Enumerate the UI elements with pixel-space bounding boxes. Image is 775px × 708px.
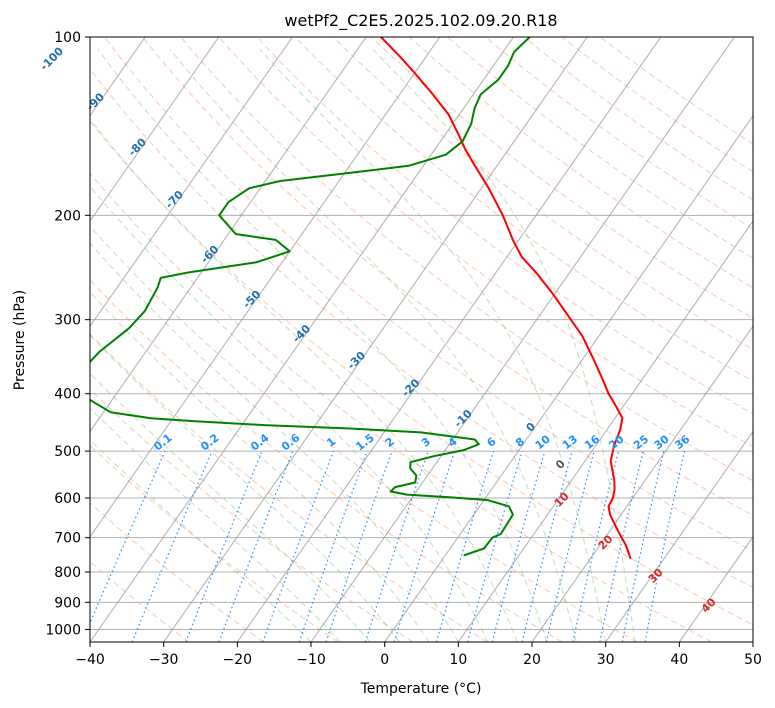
x-tick-label: 40 xyxy=(670,652,688,668)
dry-adiabat-line xyxy=(90,333,488,642)
dry-adiabat-line xyxy=(90,225,638,642)
moist-adiabat-line xyxy=(90,185,489,642)
moist-adiabat-line xyxy=(169,49,577,642)
x-tick-label: 30 xyxy=(597,652,615,668)
mixing-ratio-line xyxy=(466,450,523,642)
dry-adiabat-line xyxy=(104,37,753,552)
dry-adiabat-line xyxy=(332,37,753,351)
isotherm-line xyxy=(90,37,367,433)
moist-adiabat-line xyxy=(90,291,430,642)
chart-title: wetPf2_C2E5.2025.102.09.20.R18 xyxy=(284,11,557,31)
mixing-ratio-line xyxy=(393,450,456,642)
moist-adiabat-line xyxy=(90,334,400,642)
mixing-ratio-line xyxy=(572,450,620,642)
dry-adiabat-line xyxy=(294,37,753,382)
x-tick-label: −30 xyxy=(149,652,179,668)
isotherm-line xyxy=(531,325,753,642)
y-axis-label: Pressure (hPa) xyxy=(12,290,28,390)
mixing-ratio-line xyxy=(621,450,665,642)
isotherm-line xyxy=(678,535,753,642)
dry-adiabat-line xyxy=(90,278,563,642)
temperature-line xyxy=(380,37,632,560)
mixing-ratio-line xyxy=(90,450,166,625)
dry-adiabat-line xyxy=(90,68,753,589)
dry-adiabat-line xyxy=(485,37,753,230)
y-tick-label: 200 xyxy=(54,208,81,224)
moist-adiabat-line xyxy=(259,49,607,642)
dry-adiabat-line xyxy=(90,120,753,626)
plot-frame xyxy=(89,36,754,643)
isotherm-line xyxy=(384,114,753,642)
x-axis-label: Temperature (°C) xyxy=(360,681,482,697)
y-tick-label: 100 xyxy=(54,30,81,46)
dry-adiabat-line xyxy=(90,444,339,642)
grid-layer xyxy=(90,37,753,642)
x-tick-label: −40 xyxy=(75,652,105,668)
mixing-ratio-line xyxy=(644,450,686,642)
y-tick-label: 400 xyxy=(54,387,81,403)
x-tick-label: 10 xyxy=(449,652,467,668)
mixing-ratio-line xyxy=(521,450,573,642)
dry-adiabat-line xyxy=(523,37,753,201)
mixing-ratio-line xyxy=(545,450,595,642)
y-tick-label: 300 xyxy=(54,313,81,329)
x-tick-label: 20 xyxy=(523,652,541,668)
x-tick-label: −10 xyxy=(296,652,326,668)
y-tick-label: 600 xyxy=(54,491,81,507)
mixing-ratio-line xyxy=(185,450,263,642)
moist-adiabat-line xyxy=(90,407,341,642)
dry-adiabat-line xyxy=(90,172,712,642)
dry-adiabat-line xyxy=(256,37,753,415)
isotherm-line xyxy=(310,37,735,642)
moist-adiabat-line xyxy=(97,49,548,642)
isotherm-line xyxy=(90,37,514,642)
isotherm-line xyxy=(90,37,220,222)
moist-adiabat-line xyxy=(90,118,518,642)
plot-background xyxy=(90,37,753,642)
isotherm-line xyxy=(605,430,753,642)
dry-adiabat-line xyxy=(599,37,753,145)
isotherm-line xyxy=(90,37,293,328)
y-tick-label: 900 xyxy=(54,595,81,611)
dewpoint-line xyxy=(90,37,531,557)
dry-adiabat-line xyxy=(90,502,264,642)
y-tick-label: 800 xyxy=(54,565,81,581)
y-axis: 100 200 300 400 500 600 700 800 900 1000 xyxy=(45,30,90,638)
moist-adiabat-line xyxy=(90,242,459,642)
mixing-ratio-line xyxy=(131,450,213,642)
mixing-ratio-line xyxy=(364,450,429,642)
dry-adiabat-line xyxy=(142,37,753,517)
y-tick-label: 1000 xyxy=(45,622,81,638)
y-tick-label: 500 xyxy=(54,444,81,460)
isotherm-line xyxy=(457,220,753,642)
x-axis: −40 −30 −20 −10 0 10 20 30 40 50 xyxy=(75,642,762,668)
mixing-ratio-line xyxy=(599,450,644,642)
mixing-ratio-line xyxy=(491,450,546,642)
series-layer xyxy=(90,37,632,560)
isotherm-line xyxy=(236,37,662,642)
moist-adiabat-line xyxy=(372,49,636,642)
y-tick-label: 700 xyxy=(54,531,81,547)
x-tick-label: 50 xyxy=(744,652,762,668)
moist-adiabat-line xyxy=(90,372,371,642)
x-tick-label: −20 xyxy=(223,652,253,668)
dry-adiabat-line xyxy=(561,37,753,173)
x-tick-label: 0 xyxy=(380,652,389,668)
isotherm-line xyxy=(90,37,441,538)
dry-adiabat-line xyxy=(447,37,753,259)
isotherm-line xyxy=(163,37,588,642)
mixing-ratio-line xyxy=(435,450,495,642)
